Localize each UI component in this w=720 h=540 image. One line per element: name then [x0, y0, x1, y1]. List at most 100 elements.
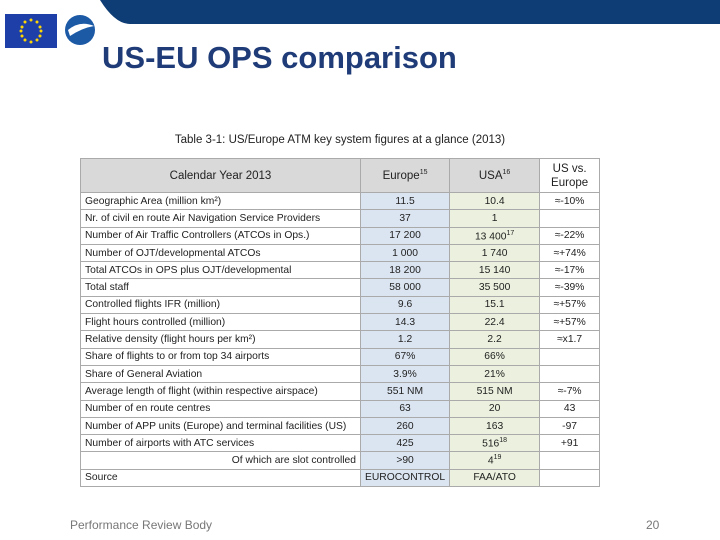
table-cell: 1 [449, 209, 541, 228]
table-caption: Table 3-1: US/Europe ATM key system figu… [174, 134, 506, 146]
table-row: Number of en route centres 63 20 43 [80, 399, 601, 418]
table-cell: 18 200 [359, 261, 451, 280]
slide-title: US-EU OPS comparison [102, 40, 457, 75]
table-cell: Number of APP units (Europe) and termina… [80, 416, 361, 436]
table-cell: 15 140 [449, 261, 541, 280]
table-cell: ≈+57% [539, 295, 601, 315]
top-bar [100, 0, 720, 24]
cell-text: Europe [382, 169, 420, 182]
table-cell: 63 [359, 399, 451, 418]
table-cell: Calendar Year 2013 [80, 158, 361, 193]
table-row: Total staff 58 000 35 500 ≈-39% [80, 278, 601, 297]
table-cell: 1 740 [449, 243, 541, 263]
table-cell: Number of OJT/developmental ATCOs [80, 243, 361, 263]
table-cell: 9.6 [359, 295, 451, 315]
table-cell: FAA/ATO [449, 468, 541, 488]
table-cell: Flight hours controlled (million) [80, 313, 361, 332]
table-cell: 58 000 [359, 278, 451, 297]
table-cell: +91 [539, 434, 601, 453]
table-cell: Europe15 [359, 158, 451, 193]
table-cell: >90 [359, 451, 451, 470]
cell-text: 4 [487, 455, 494, 467]
footnote-ref: 18 [499, 437, 508, 445]
table-cell: 13 40017 [449, 226, 541, 245]
table-cell: 425 [359, 434, 451, 453]
table-cell: Geographic Area (million km²) [80, 191, 361, 211]
footnote-ref: 16 [502, 169, 511, 177]
table-cell: Average length of flight (within respect… [80, 382, 361, 401]
table-cell: -97 [539, 416, 601, 436]
table-cell: Relative density (flight hours per km²) [80, 330, 361, 349]
table-cell: ≈-22% [539, 226, 601, 245]
table-cell [539, 209, 601, 228]
table-row: Total ATCOs in OPS plus OJT/developmenta… [80, 261, 601, 280]
table-cell: 43 [539, 399, 601, 418]
table-cell: Share of General Aviation [80, 364, 361, 384]
table-cell: Of which are slot controlled [80, 451, 361, 470]
table-cell: ≈+57% [539, 313, 601, 332]
table-cell: 3.9% [359, 364, 451, 384]
table-cell: 10.4 [449, 191, 541, 211]
table-cell: Controlled flights IFR (million) [80, 295, 361, 315]
table-row: Number of OJT/developmental ATCOs 1 000 1 … [80, 243, 601, 263]
table-row: Share of General Aviation 3.9% 21% [80, 364, 601, 384]
table-cell [539, 468, 601, 488]
table-row: Flight hours controlled (million) 14.3 22.… [80, 313, 601, 332]
table-cell: 17 200 [359, 226, 451, 245]
footnote-ref: 19 [493, 454, 502, 462]
table-cell: 11.5 [359, 191, 451, 211]
table-row: Geographic Area (million km²) 11.5 10.4 ≈-1… [80, 191, 601, 211]
table-row: Number of APP units (Europe) and termina… [80, 416, 601, 436]
table-cell: Total staff [80, 278, 361, 297]
table-row: Source EUROCONTROL FAA/ATO [80, 468, 601, 488]
table-row: Number of airports with ATC services 425 5… [80, 434, 601, 453]
table-cell: 15.1 [449, 295, 541, 315]
cell-text: USA [478, 169, 503, 182]
header-row: Calendar Year 2013 Europe15 USA16 US vs. Eu… [80, 158, 601, 193]
table-cell: 515 NM [449, 382, 541, 401]
table-cell: ≈-7% [539, 382, 601, 401]
table-cell: 551 NM [359, 382, 451, 401]
table-row: Relative density (flight hours per km²) 1… [80, 330, 601, 349]
footer: Performance Review Body [70, 518, 213, 532]
cell-text: 516 [482, 438, 500, 450]
table-cell: 35 500 [449, 278, 541, 297]
table-row: Of which are slot controlled >90 419 [80, 451, 601, 470]
table-cell: 260 [359, 416, 451, 436]
table-cell [539, 364, 601, 384]
table-cell: 67% [359, 347, 451, 366]
table-cell: USA16 [449, 158, 541, 193]
table-cell [539, 451, 601, 470]
comparison-table: Calendar Year 2013 Europe15 USA16 US vs. Eu… [80, 158, 601, 488]
table-cell: ≈-10% [539, 191, 601, 211]
table-cell: US vs. Europe [539, 158, 601, 193]
table-cell: 163 [449, 416, 541, 436]
table-row: Average length of flight (within respect… [80, 382, 601, 401]
table-cell: Share of flights to or from top 34 airpo… [80, 347, 361, 366]
table-cell: EUROCONTROL [359, 468, 451, 488]
table-row: Share of flights to or from top 34 airpo… [80, 347, 601, 366]
table-cell: Nr. of civil en route Air Navigation Ser… [80, 209, 361, 228]
table-cell: 14.3 [359, 313, 451, 332]
table-cell: 20 [449, 399, 541, 418]
logo-swoosh [68, 23, 94, 36]
table-row: Number of Air Traffic Controllers (ATCOs… [80, 226, 601, 245]
table-cell: 2.2 [449, 330, 541, 349]
footnote-ref: 15 [419, 169, 428, 177]
table-cell: 66% [449, 347, 541, 366]
table-cell: 51618 [449, 434, 541, 453]
table-cell: ≈-39% [539, 278, 601, 297]
table-cell: 37 [359, 209, 451, 228]
table-cell: 419 [449, 451, 541, 470]
table-cell: Number of airports with ATC services [80, 434, 361, 453]
header-graphics [5, 0, 720, 48]
table-cell: Number of en route centres [80, 399, 361, 418]
cell-text: 13 400 [474, 230, 507, 242]
table-cell: Total ATCOs in OPS plus OJT/developmenta… [80, 261, 361, 280]
table-cell: 1.2 [359, 330, 451, 349]
table-cell: 1 000 [359, 243, 451, 263]
table-cell: ≈+74% [539, 243, 601, 263]
eu-stars [19, 18, 43, 44]
table-cell: ≈-17% [539, 261, 601, 280]
